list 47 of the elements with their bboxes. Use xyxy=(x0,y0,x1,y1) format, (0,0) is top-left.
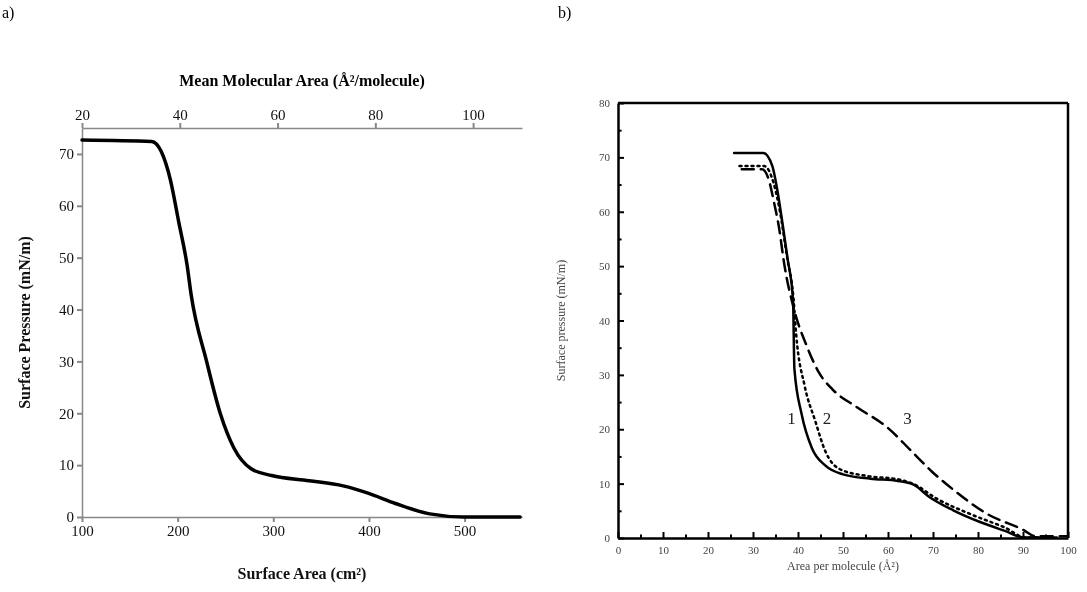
y-tick-label: 50 xyxy=(59,249,74,266)
x2-tick-label: 100 xyxy=(462,107,485,123)
y-tick-label: 60 xyxy=(59,198,74,215)
x-axis-title: Area per molecule (Å²) xyxy=(787,559,899,573)
y-tick-label: 50 xyxy=(599,260,611,273)
x-tick-label: 50 xyxy=(838,543,850,556)
x-tick-label: 90 xyxy=(1018,543,1030,556)
y-tick-label: 20 xyxy=(599,423,611,436)
y-tick-label: 40 xyxy=(599,314,611,327)
series-label: 1 xyxy=(787,409,796,429)
y-tick-label: 60 xyxy=(599,205,611,218)
series-label: 2 xyxy=(822,409,832,429)
x-axis-title: Surface Area (cm²) xyxy=(237,565,367,583)
x2-tick-label: 80 xyxy=(368,107,384,123)
x-tick-label: 500 xyxy=(453,522,477,539)
x-tick-label: 0 xyxy=(615,543,622,556)
x-tick-label: 20 xyxy=(703,543,715,556)
x-tick-label: 100 xyxy=(71,522,94,539)
y-tick-label: 0 xyxy=(66,509,74,526)
x-tick-label: 10 xyxy=(658,543,670,556)
y-tick-label: 80 xyxy=(599,97,611,110)
y-tick-label: 40 xyxy=(59,301,74,318)
chart-title: a) xyxy=(2,4,15,22)
x-tick-label: 70 xyxy=(928,543,940,556)
x-tick-label: 300 xyxy=(262,522,286,539)
y-tick-label: 20 xyxy=(59,405,74,422)
x-tick-label: 60 xyxy=(883,543,895,556)
y-tick-label: 10 xyxy=(599,477,611,490)
x2-tick-label: 20 xyxy=(75,107,90,123)
x2-tick-label: 60 xyxy=(270,107,286,123)
y-tick-label: 30 xyxy=(599,368,611,381)
x-tick-label: 200 xyxy=(166,522,190,539)
x2-axis-title: Mean Molecular Area (Å²/molecule) xyxy=(179,72,425,90)
x-tick-label: 80 xyxy=(973,543,985,556)
x2-tick-label: 40 xyxy=(172,107,188,123)
y-tick-label: 70 xyxy=(59,146,74,163)
x-tick-label: 30 xyxy=(748,543,760,556)
x-tick-label: 40 xyxy=(793,543,805,556)
y-tick-label: 70 xyxy=(599,151,611,164)
x-tick-label: 400 xyxy=(358,522,381,539)
series-label: 3 xyxy=(903,409,912,429)
y-tick-label: 10 xyxy=(59,457,74,474)
y-axis-title: Surface Pressure (mN/m) xyxy=(16,236,34,409)
y-tick-label: 30 xyxy=(59,353,74,370)
x-tick-label: 100 xyxy=(1060,543,1078,556)
y-axis-title: Surface pressure (mN/m) xyxy=(554,259,568,382)
chart-title: b) xyxy=(558,4,572,22)
